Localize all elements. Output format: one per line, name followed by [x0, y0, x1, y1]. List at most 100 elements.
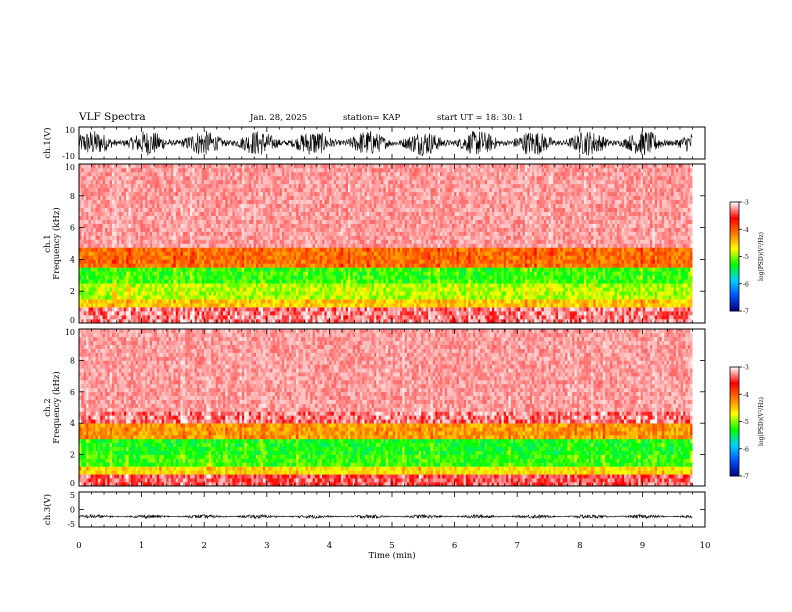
- spectrogram-cell: [305, 187, 309, 193]
- spectrogram-cell: [277, 255, 280, 260]
- spectrogram-cell: [347, 195, 351, 201]
- spectrogram-cell: [336, 275, 339, 280]
- spectrogram-cell: [340, 215, 344, 220]
- spectrogram-cell: [258, 263, 261, 268]
- spectrogram-cell: [161, 263, 165, 268]
- spectrogram-cell: [279, 315, 283, 320]
- spectrogram-cell: [347, 275, 351, 280]
- spectrogram-cell: [93, 235, 96, 240]
- spectrogram-cell: [322, 307, 325, 312]
- spectrogram-cell: [128, 291, 132, 296]
- spectrogram-cell: [215, 227, 219, 232]
- spectrogram-cell: [284, 179, 287, 185]
- spectrogram-cell: [293, 179, 297, 185]
- spectrogram-cell: [142, 303, 146, 308]
- spectrogram-cell: [260, 231, 264, 236]
- spectrogram-cell: [168, 223, 172, 228]
- spectrogram-cell: [142, 191, 146, 197]
- spectrogram-cell: [359, 247, 363, 252]
- spectrogram-cell: [331, 259, 335, 264]
- spectrogram-cell: [79, 295, 82, 300]
- spectrogram-cell: [343, 164, 346, 169]
- spectrogram-cell: [255, 219, 259, 224]
- spectrogram-cell: [109, 179, 113, 185]
- spectrogram-cell: [95, 247, 99, 252]
- spectrogram-cell: [133, 299, 136, 304]
- spectrogram-cell: [211, 287, 214, 292]
- spectrogram-cell: [253, 199, 257, 205]
- spectrogram-cell: [366, 295, 370, 300]
- spectrogram-cell: [161, 251, 165, 256]
- spectrogram-cell: [225, 223, 228, 228]
- spectrogram-cell: [83, 319, 87, 324]
- spectrogram-cell: [104, 275, 108, 280]
- spectrogram-cell: [340, 247, 344, 252]
- spectrogram-cell: [277, 179, 280, 185]
- spectrogram-cell: [265, 255, 269, 260]
- spectrogram-cell: [279, 295, 283, 300]
- spectrogram-cell: [246, 259, 250, 264]
- spectrogram-cell: [81, 187, 85, 193]
- spectrogram-cell: [298, 287, 302, 292]
- spectrogram-cell: [137, 195, 141, 201]
- spectrogram-cell: [260, 171, 264, 177]
- spectrogram-cell: [192, 239, 195, 244]
- spectrogram-cell: [199, 227, 202, 232]
- spectrogram-cell: [109, 227, 113, 232]
- spectrogram-cell: [114, 267, 118, 272]
- spectrogram-cell: [93, 231, 96, 236]
- spectrogram-cell: [102, 243, 106, 248]
- spectrogram-cell: [352, 307, 356, 312]
- spectrogram-cell: [362, 211, 365, 216]
- spectrogram-cell: [305, 259, 309, 264]
- spectrogram-cell: [95, 207, 99, 212]
- spectrogram-cell: [265, 195, 269, 201]
- spectrogram-cell: [227, 275, 231, 280]
- spectrogram-cell: [152, 231, 155, 236]
- spectrogram-cell: [265, 235, 269, 240]
- spectrogram-cell: [123, 164, 127, 169]
- spectrogram-cell: [95, 259, 99, 264]
- spectrogram-cell: [159, 191, 162, 197]
- spectrogram-cell: [293, 164, 297, 169]
- spectrogram-cell: [347, 307, 351, 312]
- spectrogram-cell: [227, 231, 231, 236]
- spectrogram-cell: [232, 239, 236, 244]
- spectrogram-cell: [187, 243, 191, 248]
- spectrogram-cell: [206, 179, 210, 185]
- spectrogram-cell: [359, 203, 363, 209]
- spectrogram-cell: [79, 271, 82, 276]
- spectrogram-cell: [305, 303, 309, 308]
- spectrogram-cell: [109, 183, 113, 189]
- spectrogram-cell: [130, 259, 134, 264]
- spectrogram-cell: [93, 164, 96, 169]
- spectrogram-cell: [142, 203, 146, 209]
- spectrogram-cell: [175, 295, 179, 300]
- spectrogram-cell: [208, 179, 212, 185]
- spectrogram-cell: [274, 239, 278, 244]
- spectrogram-cell: [121, 275, 125, 280]
- spectrogram-cell: [317, 203, 320, 209]
- spectrogram-cell: [109, 187, 113, 193]
- spectrogram-cell: [149, 235, 153, 240]
- spectrogram-cell: [227, 287, 231, 292]
- spectrogram-cell: [156, 243, 160, 248]
- spectrogram-cell: [319, 235, 323, 240]
- spectrogram-cell: [156, 271, 160, 276]
- spectrogram-cell: [241, 219, 245, 224]
- spectrogram-cell: [314, 287, 318, 292]
- spectrogram-cell: [230, 319, 233, 324]
- spectrogram-cell: [355, 179, 358, 185]
- spectrogram-cell: [355, 311, 358, 316]
- spectrogram-cell: [340, 199, 344, 205]
- spectrogram-cell: [303, 247, 306, 252]
- spectrogram-cell: [201, 303, 205, 308]
- spectrogram-cell: [359, 307, 363, 312]
- spectrogram-cell: [239, 303, 243, 308]
- spectrogram-cell: [199, 315, 202, 320]
- spectrogram-cell: [350, 191, 354, 197]
- spectrogram-cell: [171, 307, 174, 312]
- spectrogram-cell: [237, 239, 240, 244]
- spectrogram-cell: [180, 311, 184, 316]
- spectrogram-cell: [145, 291, 148, 296]
